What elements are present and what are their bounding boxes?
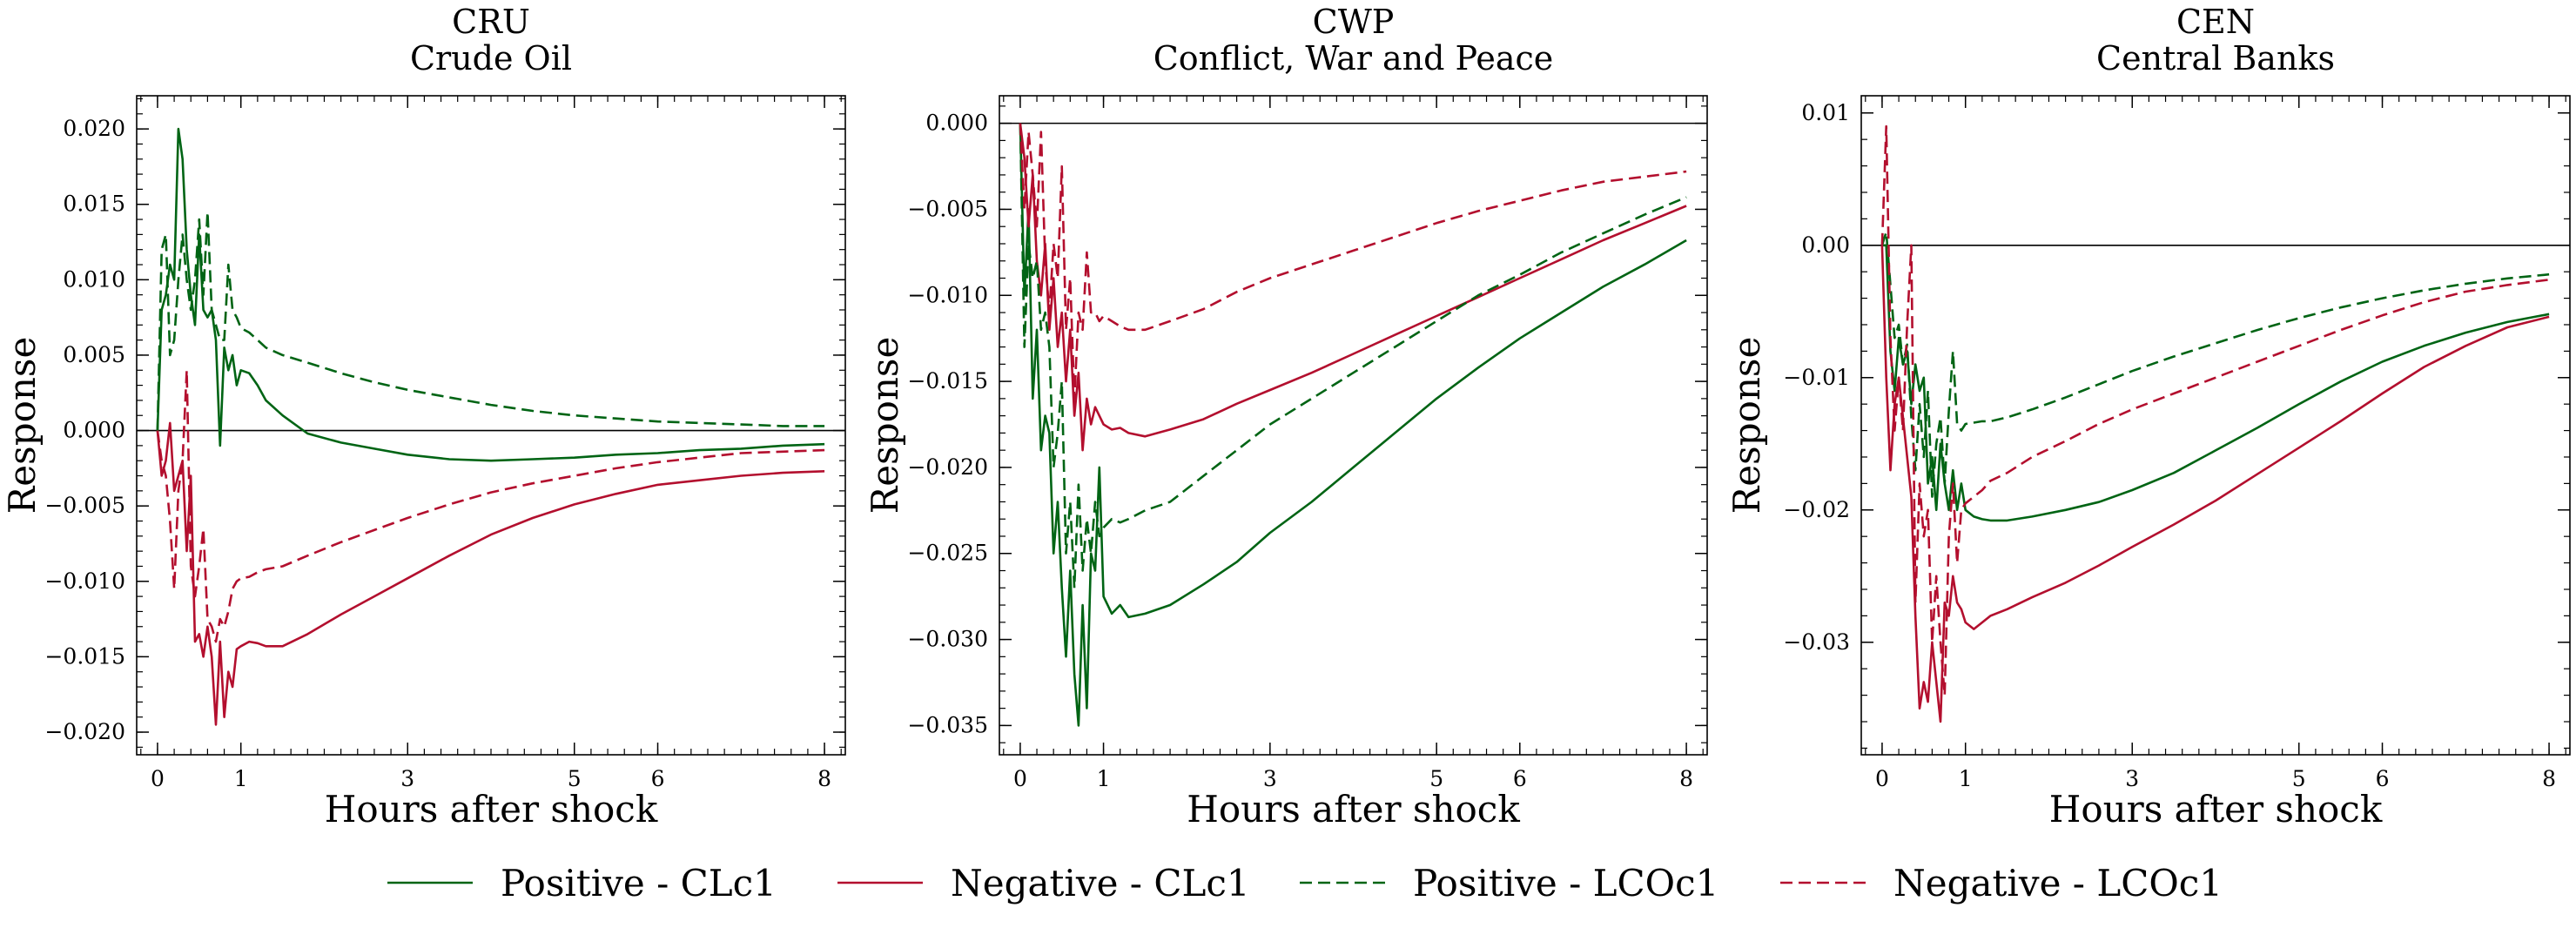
series-line-2	[1019, 123, 1687, 589]
legend-label: Negative - LCOc1	[1893, 862, 2223, 904]
legend-item: Negative - LCOc1	[1780, 862, 2223, 904]
y-axis-title: Response	[1, 337, 44, 514]
panel-title-line: Conflict, War and Peace	[1153, 39, 1554, 77]
panel-title-line: Central Banks	[2096, 39, 2335, 77]
y-tick-label: −0.015	[907, 368, 988, 393]
x-tick-label: 1	[234, 766, 248, 791]
y-tick-label: 0.005	[63, 342, 125, 367]
x-axis-title: Hours after shock	[1187, 788, 1520, 830]
y-tick-label: −0.015	[44, 643, 125, 669]
y-tick-label: −0.005	[44, 493, 125, 518]
x-tick-label: 0	[1875, 766, 1889, 791]
panel-title-line: CWP	[1313, 3, 1395, 41]
x-tick-label: 6	[1513, 766, 1527, 791]
series-line-2	[156, 211, 825, 431]
x-tick-label: 3	[400, 766, 414, 791]
legend-item: Positive - CLc1	[387, 862, 777, 904]
y-tick-label: 0.01	[1801, 100, 1850, 125]
panel-1: 0 1 3 5 6 8 −0.035 −0.030 −0.025 −0.020 −0.015 −0.0…	[864, 3, 1708, 830]
x-tick-label: 1	[1959, 766, 1973, 791]
series-line-3	[1880, 124, 2550, 696]
x-tick-label: 6	[2376, 766, 2390, 791]
x-tick-label: 5	[1429, 766, 1443, 791]
x-tick-label: 1	[1097, 766, 1111, 791]
y-tick-label: −0.030	[907, 627, 988, 652]
y-tick-label: 0.020	[63, 116, 125, 141]
panel-0: 0 1 3 5 6 8 −0.020 −0.015 −0.010 −0.005 0.000 0.005…	[1, 3, 846, 830]
panel-2: 0 1 3 5 6 8 −0.03 −0.02 −0.01 0.00 0.01 CENCentral …	[1725, 3, 2571, 830]
y-tick-label: −0.005	[907, 196, 988, 221]
y-tick-label: −0.010	[44, 568, 125, 594]
x-tick-label: 8	[2542, 766, 2556, 791]
y-tick-label: −0.035	[907, 712, 988, 737]
x-axis-title: Hours after shock	[325, 788, 658, 830]
series-line-2	[1880, 231, 2550, 498]
panel-title-line: CEN	[2176, 3, 2255, 41]
y-tick-label: −0.010	[907, 282, 988, 307]
y-tick-label: −0.020	[907, 454, 988, 480]
series-line-0	[156, 127, 825, 462]
y-tick-label: −0.02	[1783, 497, 1850, 522]
series-line-3	[156, 369, 825, 643]
series-line-3	[1019, 123, 1687, 400]
panel-title-line: CRU	[452, 3, 530, 41]
legend-item: Positive - LCOc1	[1300, 862, 1718, 904]
y-tick-label: −0.025	[907, 541, 988, 566]
x-tick-label: 0	[1013, 766, 1027, 791]
series-line-1	[1019, 123, 1687, 452]
x-tick-label: 3	[2125, 766, 2139, 791]
x-tick-label: 8	[1679, 766, 1693, 791]
legend-item: Negative - CLc1	[837, 862, 1250, 904]
plot-frame	[136, 95, 846, 756]
series-line-1	[156, 421, 825, 726]
x-tick-label: 0	[151, 766, 165, 791]
legend-label: Positive - CLc1	[501, 862, 777, 904]
y-tick-label: 0.015	[63, 192, 125, 217]
x-tick-label: 5	[2292, 766, 2306, 791]
x-tick-label: 6	[651, 766, 665, 791]
panel-title-line: Crude Oil	[410, 39, 572, 77]
y-axis-title: Response	[1725, 337, 1768, 514]
x-tick-label: 3	[1263, 766, 1277, 791]
y-tick-label: −0.01	[1783, 365, 1850, 390]
y-tick-label: 0.000	[925, 111, 988, 136]
y-axis-title: Response	[864, 337, 906, 514]
y-tick-label: −0.03	[1783, 629, 1850, 655]
y-tick-label: −0.020	[44, 719, 125, 744]
x-tick-label: 5	[568, 766, 582, 791]
y-tick-label: 0.010	[63, 266, 125, 292]
plot-frame	[1860, 95, 2571, 756]
series-line-0	[1019, 123, 1687, 727]
y-tick-label: 0.00	[1801, 232, 1850, 258]
x-axis-title: Hours after shock	[2049, 788, 2383, 830]
legend-label: Negative - CLc1	[951, 862, 1250, 904]
x-tick-label: 8	[817, 766, 831, 791]
series-line-1	[1880, 245, 2550, 723]
legend-label: Positive - LCOc1	[1413, 862, 1718, 904]
legend: Positive - CLc1 Negative - CLc1 Positive -…	[387, 862, 2223, 904]
series-line-0	[1881, 244, 2550, 522]
y-tick-label: 0.000	[63, 418, 125, 443]
